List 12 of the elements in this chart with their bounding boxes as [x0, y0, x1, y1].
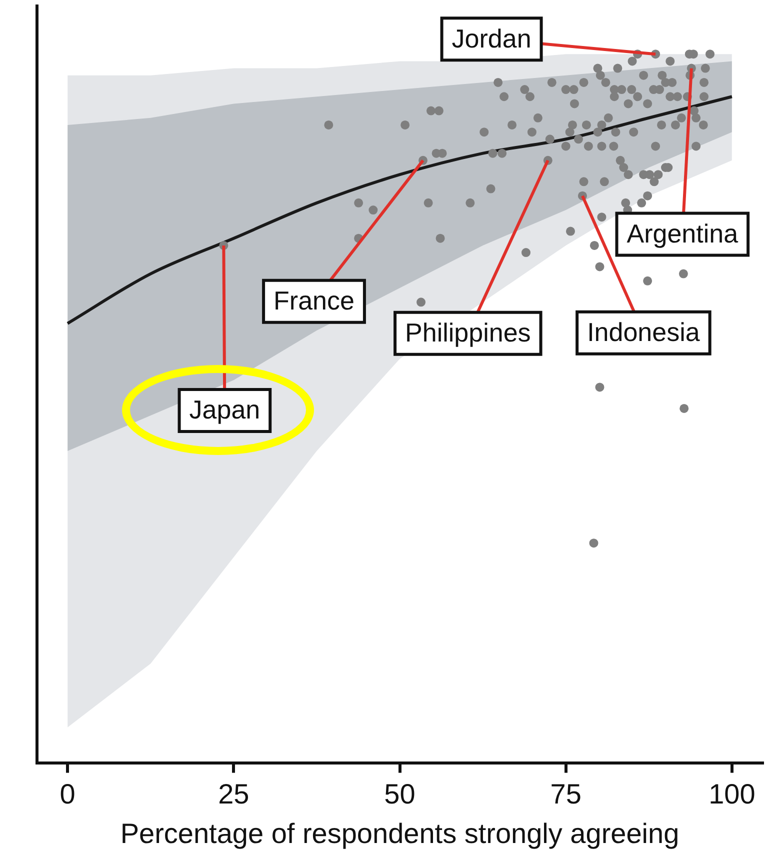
annotation: Jordan: [452, 23, 532, 54]
x-tick-label: 50: [384, 778, 416, 810]
annotation: Argentina: [626, 218, 739, 248]
x-tick-label: 75: [550, 778, 582, 810]
x-axis-title: Percentage of respondents strongly agreeing: [120, 818, 680, 849]
annotation: Japan: [189, 394, 260, 425]
x-tick-label: 100: [708, 778, 756, 810]
annotation: Philippines: [405, 318, 531, 348]
x-tick-label: 25: [218, 778, 250, 810]
annotation: Indonesia: [587, 317, 700, 348]
x-tick-label: 0: [60, 778, 76, 810]
annotation: France: [274, 286, 354, 316]
